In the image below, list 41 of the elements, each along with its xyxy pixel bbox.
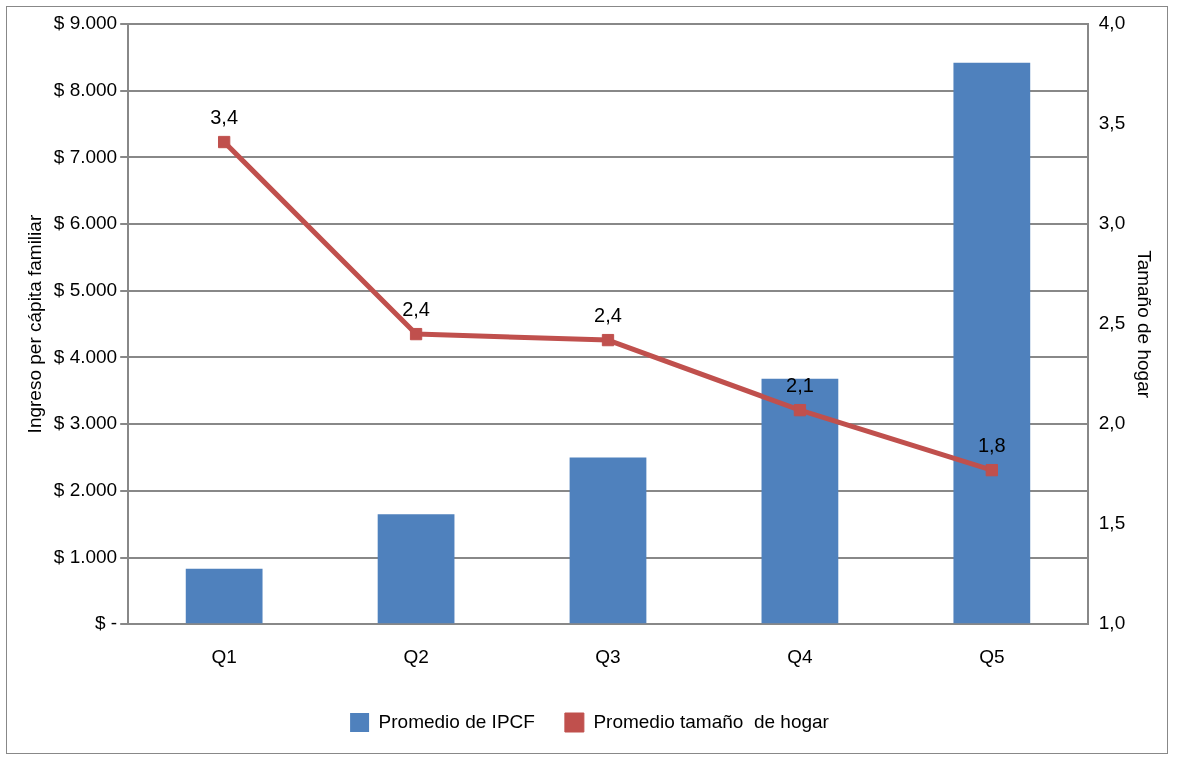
bar xyxy=(377,514,455,624)
y2-tick-label: 3,5 xyxy=(1098,112,1126,134)
point xyxy=(985,463,998,477)
y-tick-label: $ 1.000 xyxy=(53,545,118,567)
bar xyxy=(761,378,839,624)
point xyxy=(601,333,615,347)
y2-tick-label: 3,0 xyxy=(1098,212,1126,234)
point xyxy=(793,403,807,417)
y-tick-label: $ 7.000 xyxy=(53,145,118,167)
legend-label: Promedio de IPCF xyxy=(378,710,535,732)
y2-tick-label: 2,5 xyxy=(1098,312,1126,334)
point xyxy=(218,135,231,149)
y-tick-label: $ 6.000 xyxy=(53,212,118,234)
x-tick-label: Q4 xyxy=(787,645,814,667)
y-tick-label: $ 5.000 xyxy=(53,278,118,300)
x-tick-label: Q2 xyxy=(403,645,429,667)
y-axis-title: Ingreso per cápita familiar xyxy=(23,214,45,434)
bar xyxy=(569,457,647,624)
point xyxy=(409,327,423,341)
y-tick-label: $ 9.000 xyxy=(53,12,118,34)
data-label: 2,4 xyxy=(402,297,430,320)
y2-axis-title: Tamaño de hogar xyxy=(1134,250,1156,399)
y2-tick-label: 4,0 xyxy=(1098,12,1126,34)
bar xyxy=(953,62,1031,624)
y2-tick-label: 1,0 xyxy=(1098,612,1126,634)
data-label: 2,4 xyxy=(594,303,622,326)
y2-tick-label: 2,0 xyxy=(1098,412,1126,434)
x-tick-label: Q5 xyxy=(979,645,1005,667)
y-tick-label: $ 3.000 xyxy=(53,412,118,434)
y-tick-label: $ 8.000 xyxy=(53,78,118,100)
legend-label: Promedio tamaño de hogar xyxy=(593,710,830,732)
y2-tick-label: 1,5 xyxy=(1098,512,1126,534)
x-tick-label: Q3 xyxy=(595,645,621,667)
data-label: 1,8 xyxy=(977,433,1006,456)
y-tick-label: $ - xyxy=(95,612,118,634)
y-tick-label: $ 2.000 xyxy=(53,479,118,501)
y-tick-label: $ 4.000 xyxy=(53,345,118,367)
data-label: 2,1 xyxy=(786,373,814,396)
data-label: 3,4 xyxy=(210,105,239,128)
x-tick-label: Q1 xyxy=(211,645,237,667)
bar xyxy=(185,568,263,624)
